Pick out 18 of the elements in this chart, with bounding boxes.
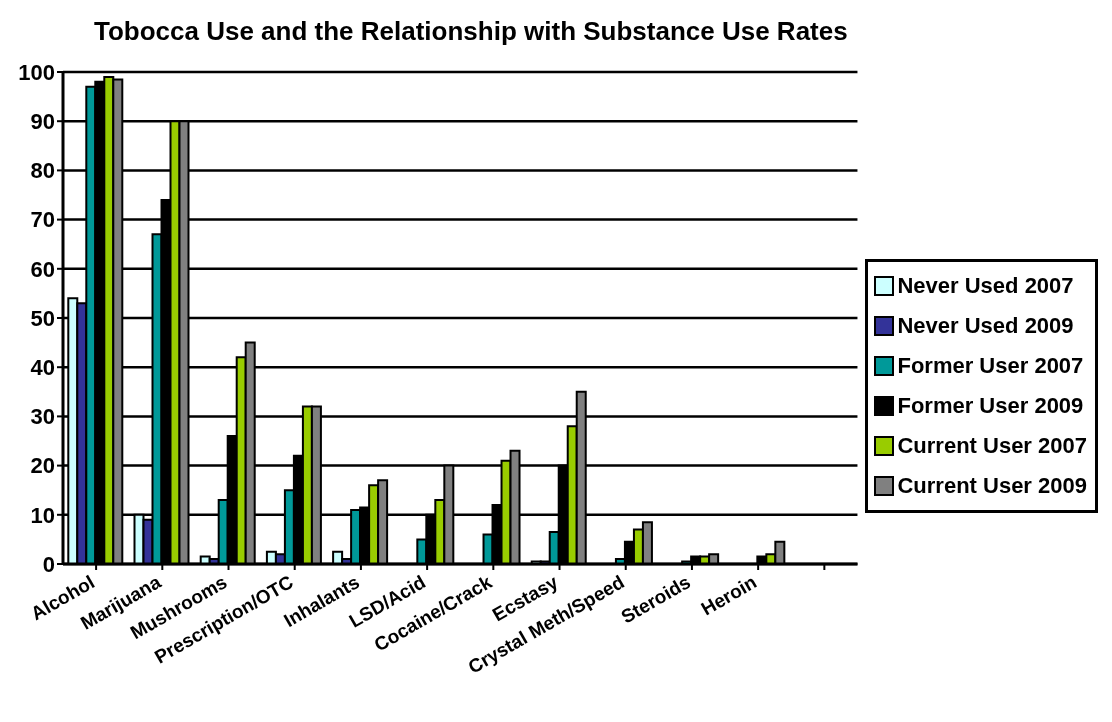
legend-label: Never Used 2009 [897,312,1074,340]
legend-label: Former User 2007 [897,352,1084,380]
y-tick-label: 60 [30,256,55,282]
legend-label: Current User 2007 [897,432,1087,460]
y-tick-label: 20 [30,453,55,479]
chart-title: Tobocca Use and the Relationship with Substance Use Rates [94,15,849,48]
y-tick-label: 40 [30,355,55,381]
y-tick-label: 90 [30,109,55,135]
legend-label: Former User 2009 [897,392,1084,420]
y-tick-label: 10 [30,502,55,528]
y-tick-label: 80 [30,158,55,184]
y-tick-label: 70 [30,207,55,233]
y-tick-label: 100 [18,59,55,85]
y-tick-label: 30 [30,404,55,430]
y-tick-label: 50 [30,305,55,331]
legend-label: Never Used 2007 [897,272,1074,300]
legend-label: Current User 2009 [897,472,1087,500]
y-tick-label: 0 [42,551,55,577]
